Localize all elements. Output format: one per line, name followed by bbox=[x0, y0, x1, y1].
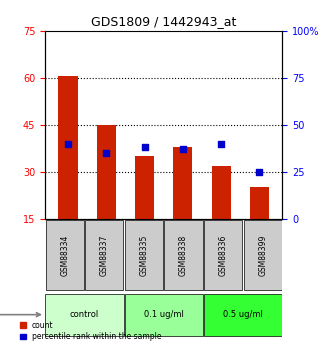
Point bbox=[219, 141, 224, 146]
Text: GSM88335: GSM88335 bbox=[139, 234, 148, 276]
Text: GSM88337: GSM88337 bbox=[100, 234, 109, 276]
Text: control: control bbox=[70, 310, 99, 319]
FancyBboxPatch shape bbox=[125, 294, 203, 336]
FancyBboxPatch shape bbox=[85, 220, 123, 290]
Text: GSM88334: GSM88334 bbox=[60, 234, 69, 276]
Text: GSM88336: GSM88336 bbox=[219, 234, 228, 276]
Point bbox=[142, 145, 147, 150]
FancyBboxPatch shape bbox=[204, 294, 282, 336]
FancyBboxPatch shape bbox=[125, 220, 163, 290]
Title: GDS1809 / 1442943_at: GDS1809 / 1442943_at bbox=[91, 16, 236, 29]
FancyBboxPatch shape bbox=[164, 220, 203, 290]
Text: GSM88338: GSM88338 bbox=[179, 234, 188, 276]
Point bbox=[65, 141, 71, 146]
Point bbox=[104, 150, 109, 156]
FancyBboxPatch shape bbox=[204, 220, 242, 290]
Text: 0.1 ug/ml: 0.1 ug/ml bbox=[144, 310, 184, 319]
Point bbox=[180, 147, 186, 152]
Bar bbox=[97, 125, 116, 219]
Text: 0.5 ug/ml: 0.5 ug/ml bbox=[223, 310, 263, 319]
Text: GSM88399: GSM88399 bbox=[258, 234, 267, 276]
Bar bbox=[212, 166, 231, 219]
Bar bbox=[250, 187, 269, 219]
FancyBboxPatch shape bbox=[244, 220, 282, 290]
FancyBboxPatch shape bbox=[46, 220, 84, 290]
Legend: count, percentile rank within the sample: count, percentile rank within the sample bbox=[20, 321, 161, 341]
Bar bbox=[135, 156, 154, 219]
Bar bbox=[58, 76, 77, 219]
Text: dose: dose bbox=[0, 310, 40, 320]
FancyBboxPatch shape bbox=[45, 294, 124, 336]
Bar bbox=[173, 147, 193, 219]
Point bbox=[257, 169, 262, 175]
